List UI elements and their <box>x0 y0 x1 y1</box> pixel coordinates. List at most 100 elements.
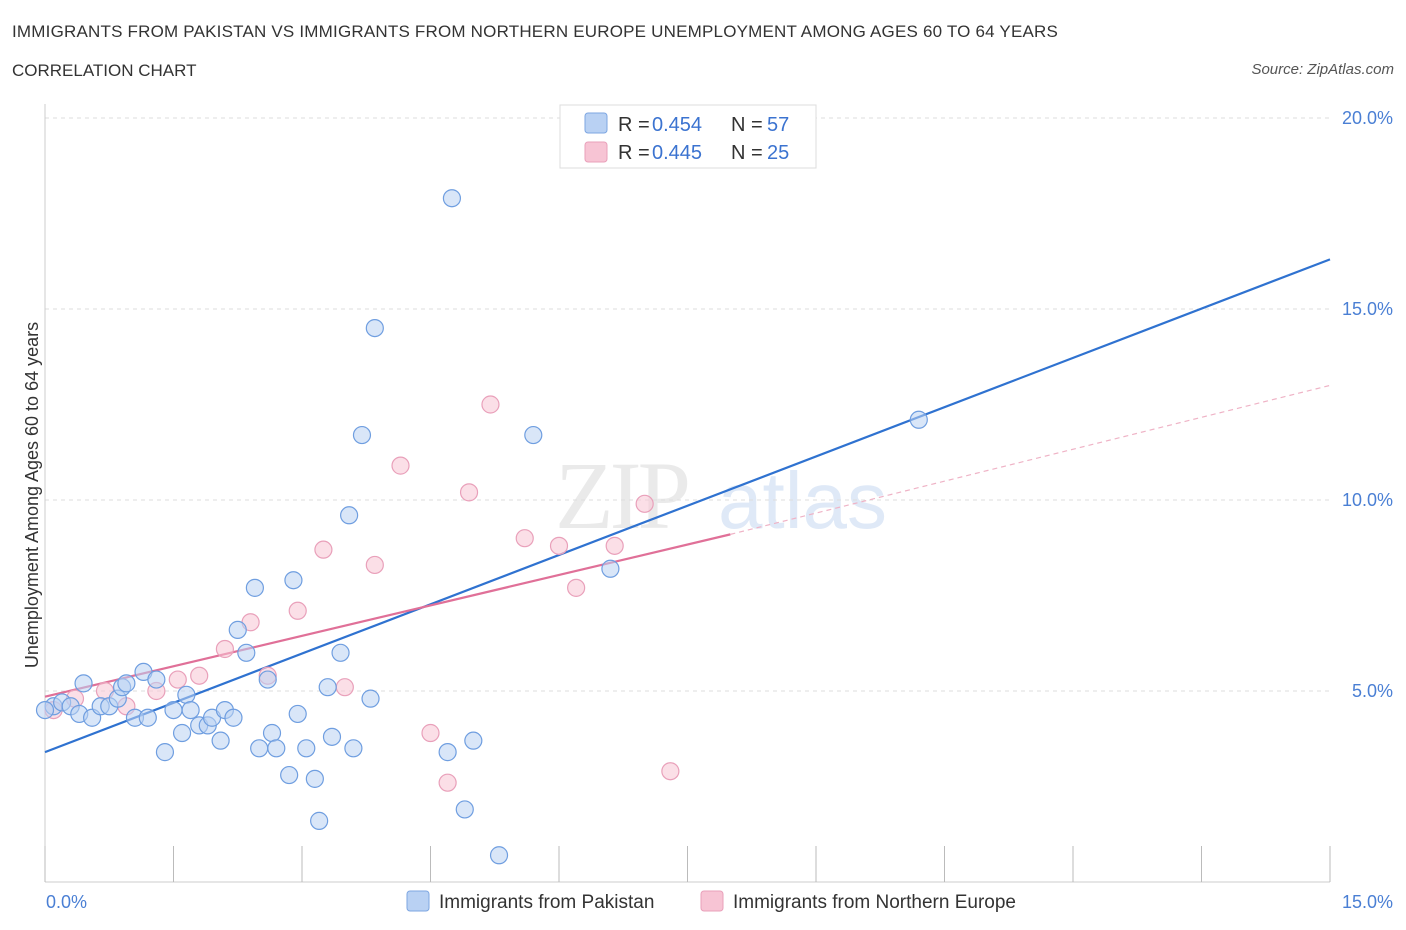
svg-text:R = 0.454 N =: R = 0.454 N = 57 <box>618 114 789 136</box>
data-point-pakistan <box>228 620 247 639</box>
chart-title: IMMIGRANTS FROM PAKISTAN VS IMMIGRANTS F… <box>12 22 1059 41</box>
bottom-legend: Immigrants from Pakistan Immigrants from… <box>406 890 1016 913</box>
data-point-pakistan <box>280 765 299 785</box>
data-points <box>35 108 928 865</box>
data-point-pakistan <box>322 727 342 746</box>
x-tick-labels: 0.0% 15.0% <box>46 892 1393 912</box>
data-point-pakistan <box>489 846 509 865</box>
source-label: Source: ZipAtlas.com <box>1251 61 1394 78</box>
x-tick-label: 0.0% <box>46 892 87 912</box>
data-point-pakistan <box>284 571 303 590</box>
y-tick-label: 20.0% <box>1342 108 1393 128</box>
data-point-pakistan <box>909 410 928 429</box>
data-point-pakistan <box>524 425 543 445</box>
data-point-pakistan <box>258 670 277 689</box>
data-point-pakistan <box>262 723 282 743</box>
data-point-pakistan <box>147 670 166 689</box>
data-point-northern-europe <box>168 670 187 689</box>
legend-r-value: 0.445 <box>652 142 702 164</box>
y-tick-label: 15.0% <box>1342 299 1393 319</box>
data-point-pakistan <box>117 674 136 693</box>
data-point-northern-europe <box>438 773 457 792</box>
data-point-northern-europe <box>288 601 307 620</box>
data-point-pakistan <box>310 811 329 830</box>
data-point-pakistan <box>344 739 363 758</box>
svg-text:atlas: atlas <box>718 456 887 545</box>
y-axis-label: Unemployment Among Ages 60 to 64 years <box>22 322 42 668</box>
data-point-pakistan <box>365 319 384 338</box>
data-point-pakistan <box>331 643 350 662</box>
legend-n-label: N = <box>731 142 763 164</box>
data-point-northern-europe <box>459 483 479 502</box>
grid <box>45 117 1330 692</box>
data-point-northern-europe <box>215 639 234 659</box>
trend-lines <box>44 258 1331 754</box>
data-point-northern-europe <box>190 666 209 685</box>
trend-line-northern-europe-extension <box>730 384 1331 535</box>
bottom-legend-label-pakistan: Immigrants from Pakistan <box>439 892 654 913</box>
data-point-pakistan <box>172 723 192 743</box>
data-point-northern-europe <box>365 555 384 575</box>
data-point-pakistan <box>74 674 93 693</box>
bottom-legend-swatch-pakistan <box>406 890 430 912</box>
data-point-northern-europe <box>635 494 654 513</box>
data-point-pakistan <box>155 743 175 762</box>
bottom-legend-label-northern-europe: Immigrants from Northern Europe <box>733 892 1016 913</box>
data-point-pakistan <box>601 559 620 578</box>
data-point-pakistan <box>211 731 230 750</box>
data-point-pakistan <box>318 678 337 697</box>
x-tick-label: 15.0% <box>1342 892 1393 912</box>
y-tick-label: 5.0% <box>1352 681 1393 701</box>
legend: R = 0.454 N = 57 R = 0.445 N = 25 <box>559 104 817 169</box>
data-point-pakistan <box>267 739 286 758</box>
data-point-pakistan <box>35 700 55 720</box>
data-point-pakistan <box>250 739 269 758</box>
data-point-pakistan <box>177 685 196 704</box>
data-point-pakistan <box>438 743 457 762</box>
data-point-pakistan <box>245 578 264 597</box>
data-point-pakistan <box>305 769 324 788</box>
legend-r-label: R = <box>618 114 650 136</box>
y-tick-label: 10.0% <box>1342 490 1393 510</box>
data-point-pakistan <box>455 800 474 819</box>
chart-subtitle: CORRELATION CHART <box>12 61 197 80</box>
trend-line-pakistan <box>44 258 1331 754</box>
data-point-pakistan <box>361 689 380 708</box>
legend-n-value: 57 <box>767 114 789 136</box>
legend-swatch-pakistan <box>584 112 608 134</box>
trend-line-northern-europe <box>44 533 731 698</box>
axes <box>44 104 1331 883</box>
legend-n-value: 25 <box>767 142 789 164</box>
data-point-northern-europe <box>515 529 534 548</box>
data-point-northern-europe <box>335 678 354 697</box>
legend-r-value: 0.454 <box>652 114 702 136</box>
svg-text:R = 0.445 N =: R = 0.445 N = 25 <box>618 142 789 164</box>
data-point-pakistan <box>340 506 359 525</box>
data-point-pakistan <box>224 708 243 727</box>
data-point-pakistan <box>288 704 307 724</box>
data-point-northern-europe <box>605 536 624 555</box>
legend-n-label: N = <box>731 114 763 136</box>
data-point-pakistan <box>237 643 256 662</box>
data-point-northern-europe <box>421 723 440 743</box>
legend-r-label: R = <box>618 142 650 164</box>
data-point-pakistan <box>352 425 372 445</box>
y-tick-labels: 5.0% 10.0% 15.0% 20.0% <box>1342 108 1393 701</box>
data-point-pakistan <box>442 189 462 208</box>
watermark: ZIP atlas <box>555 442 887 549</box>
bottom-legend-swatch-northern-europe <box>700 890 724 912</box>
data-point-northern-europe <box>661 762 680 781</box>
data-point-pakistan <box>164 700 183 720</box>
data-point-pakistan <box>464 731 483 750</box>
data-point-pakistan <box>297 739 316 758</box>
svg-text:ZIP: ZIP <box>555 442 688 549</box>
data-point-northern-europe <box>391 456 410 475</box>
legend-swatch-northern-europe <box>584 141 608 163</box>
data-point-pakistan <box>181 700 200 720</box>
data-point-northern-europe <box>549 536 569 555</box>
data-point-northern-europe <box>314 540 333 559</box>
data-point-pakistan <box>138 708 157 727</box>
data-point-northern-europe <box>567 578 586 597</box>
data-point-northern-europe <box>481 395 500 414</box>
